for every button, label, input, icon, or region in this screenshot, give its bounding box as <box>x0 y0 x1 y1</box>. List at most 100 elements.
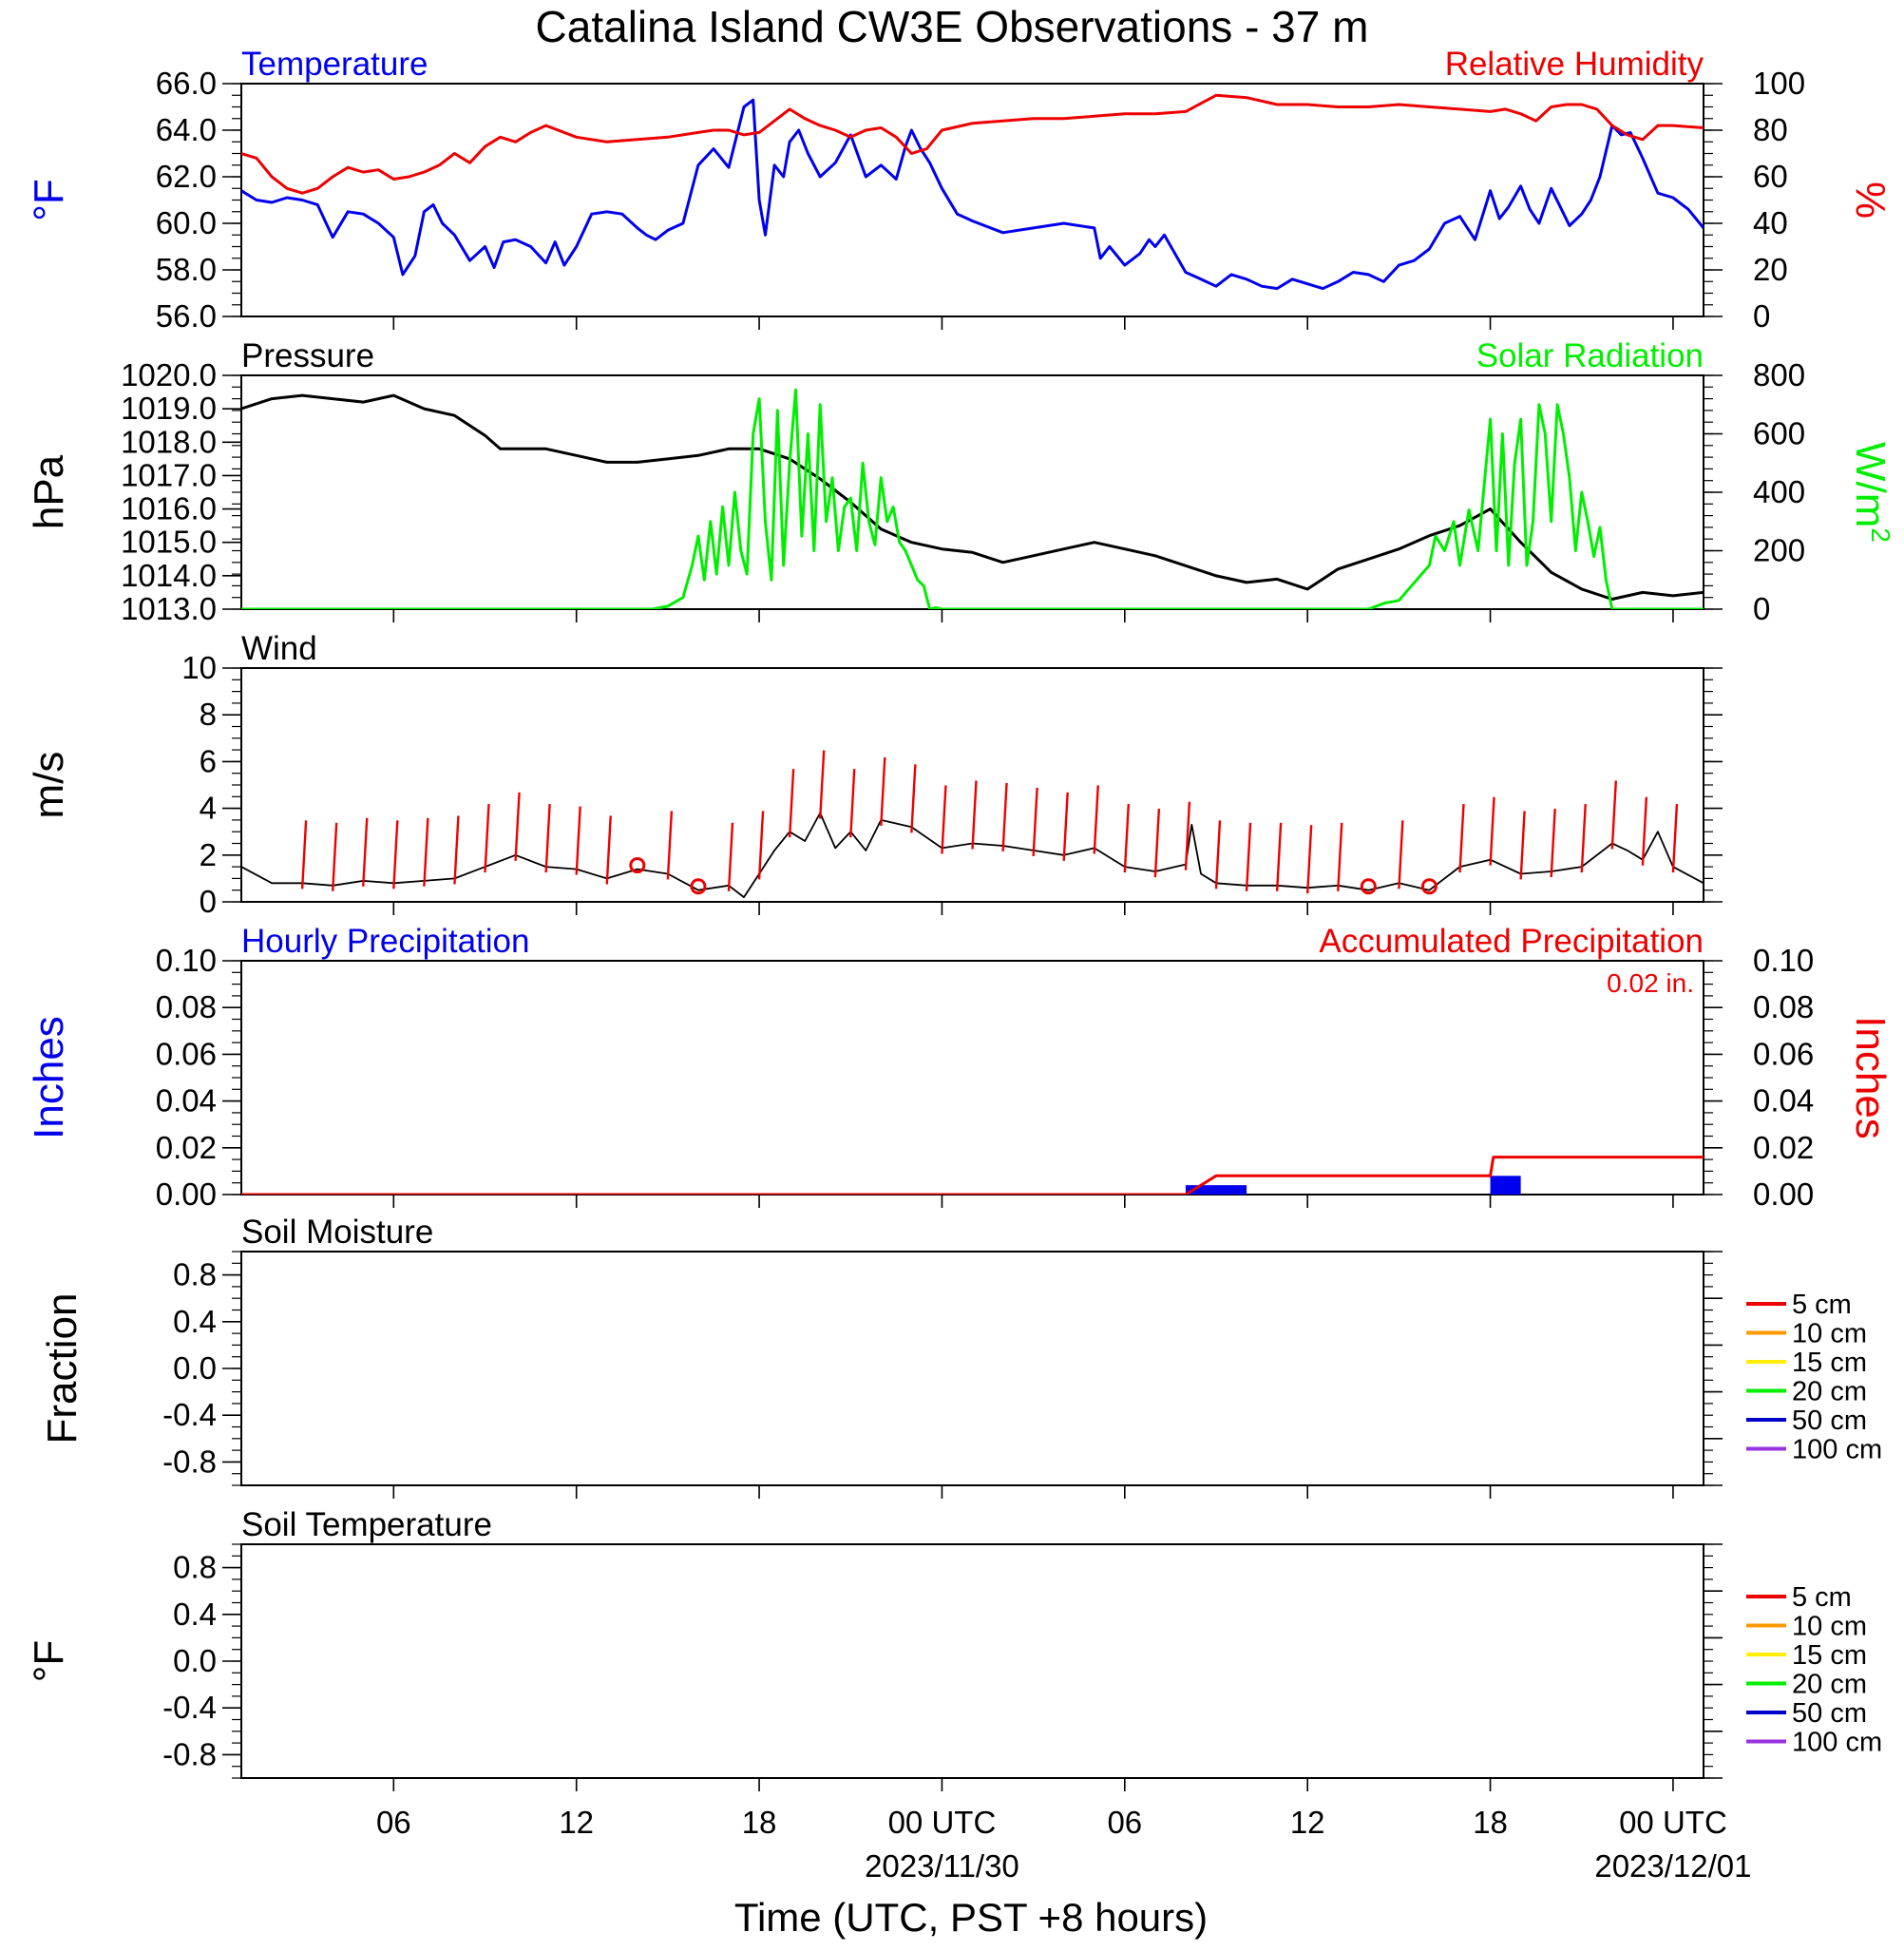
x-tick-label: 06 <box>1107 1805 1142 1840</box>
left-tick-label: 1020.0 <box>121 357 217 392</box>
wind-barb <box>423 817 429 887</box>
right-tick-label: 0.02 <box>1753 1130 1814 1165</box>
left-tick-label: 0.10 <box>156 943 217 978</box>
left-tick-label: 66.0 <box>156 66 217 101</box>
wind-barb <box>757 811 765 880</box>
left-tick-label: 60.0 <box>156 205 217 240</box>
wind-barb <box>300 820 308 889</box>
wind-barb <box>666 811 674 880</box>
legend-label: 5 cm <box>1792 1582 1852 1613</box>
wind-barb <box>484 804 490 873</box>
wind-barb <box>788 769 795 838</box>
right-tick-label: 60 <box>1753 159 1788 194</box>
wind-barb <box>818 750 826 819</box>
right-axis-label: Inches <box>1847 1016 1894 1139</box>
left-tick-label: -0.8 <box>162 1444 217 1479</box>
left-tick-label: 56.0 <box>156 298 217 334</box>
x-tick-label: 00 UTC <box>888 1805 997 1840</box>
plot-frame <box>240 1543 1704 1779</box>
right-panel-title: Accumulated Precipitation <box>1319 923 1704 960</box>
right-tick-label: 600 <box>1753 416 1805 451</box>
right-tick-label: 100 <box>1753 66 1805 101</box>
wind-barb <box>331 822 338 891</box>
temperature-line <box>241 98 1704 291</box>
legend-label: 100 cm <box>1792 1435 1882 1465</box>
accumulated-total-label: 0.02 in. <box>1607 968 1694 998</box>
wind-barb <box>544 804 551 873</box>
wind-barb <box>880 756 886 826</box>
wind-barb <box>453 815 460 885</box>
wind-barb <box>1337 822 1343 891</box>
wind-barb <box>1214 820 1222 889</box>
plot-frame <box>240 1251 1704 1486</box>
wind-barb <box>605 815 612 885</box>
right-panel-title: Solar Radiation <box>1476 337 1704 374</box>
hourly-precipitation-bar <box>1185 1185 1216 1195</box>
plot-area <box>241 750 1704 898</box>
x-tick-label: 06 <box>376 1805 411 1840</box>
legend-label: 100 cm <box>1792 1728 1882 1758</box>
hourly-precipitation-bar <box>1490 1176 1521 1195</box>
right-tick-label: 200 <box>1753 533 1805 568</box>
plot-area <box>241 388 1704 609</box>
left-tick-label: 1013.0 <box>121 591 217 626</box>
x-tick-date-label: 2023/12/01 <box>1594 1848 1751 1884</box>
wind-barb <box>1610 780 1618 850</box>
wind-barb <box>1580 804 1587 873</box>
wind-barb <box>1062 792 1069 861</box>
left-tick-label: 0.08 <box>156 989 217 1024</box>
wind-barb <box>1641 796 1648 866</box>
left-tick-label: 1019.0 <box>121 391 217 426</box>
x-tick-label: 12 <box>559 1805 594 1840</box>
panel-wind: 0 2 4 6 8 10 Wind m/s <box>26 630 1723 919</box>
left-panel-title: Wind <box>241 630 317 667</box>
left-tick-label: 0.06 <box>156 1036 217 1071</box>
right-tick-label: 0.06 <box>1753 1036 1814 1071</box>
left-tick-label: -0.8 <box>162 1736 217 1771</box>
left-tick-label: 0.0 <box>173 1643 217 1678</box>
legend-label: 15 cm <box>1792 1640 1867 1671</box>
calm-wind-circle <box>690 878 707 895</box>
legend-label: 50 cm <box>1792 1406 1867 1436</box>
wind-barb <box>1153 808 1161 878</box>
right-tick-label: 0.10 <box>1753 943 1814 978</box>
plot-area <box>241 1156 1704 1195</box>
left-tick-label: 0 <box>200 884 217 919</box>
x-tick-label: 18 <box>1473 1805 1508 1840</box>
wind-barb <box>1001 782 1008 852</box>
hourly-precipitation-bar <box>1216 1185 1247 1195</box>
x-axis-label: Time (UTC, PST +8 hours) <box>734 1895 1208 1940</box>
left-tick-label: -0.4 <box>162 1690 217 1725</box>
wind-barb <box>971 780 978 850</box>
wind-barb <box>1671 804 1679 873</box>
right-tick-label: 20 <box>1753 252 1788 287</box>
wind-barb <box>910 764 917 833</box>
legend-label: 20 cm <box>1792 1377 1867 1407</box>
wind-barb <box>1123 804 1131 873</box>
left-tick-label: 0.4 <box>173 1597 217 1632</box>
wind-barb <box>1032 787 1038 856</box>
left-tick-label: 1015.0 <box>121 525 217 560</box>
left-axis-label: hPa <box>26 454 72 529</box>
panel-temperature-humidity: 56.0 58.0 60.0 62.0 64.0 66.0 0 20 40 60 80 100 Temp… <box>26 46 1894 334</box>
accumulated-precipitation-line <box>241 1156 1704 1195</box>
left-tick-label: 4 <box>200 791 217 826</box>
left-axis-label: Fraction <box>39 1293 86 1444</box>
right-axis-label: % <box>1847 182 1894 219</box>
right-tick-label: 800 <box>1753 357 1805 392</box>
legend-label: 20 cm <box>1792 1670 1867 1700</box>
wind-barb <box>1519 811 1526 880</box>
x-tick-date-label: 2023/11/30 <box>865 1848 1019 1884</box>
left-tick-label: 62.0 <box>156 159 217 194</box>
wind-barb <box>1093 785 1099 854</box>
legend-label: 10 cm <box>1792 1319 1867 1349</box>
left-tick-label: 10 <box>181 650 217 685</box>
left-panel-title: Hourly Precipitation <box>241 923 529 960</box>
wind-barb <box>1305 825 1313 894</box>
left-tick-label: 0.4 <box>173 1304 217 1339</box>
wind-barb <box>1245 822 1252 891</box>
right-tick-label: 0 <box>1753 298 1770 334</box>
left-panel-title: Soil Moisture <box>241 1214 433 1251</box>
